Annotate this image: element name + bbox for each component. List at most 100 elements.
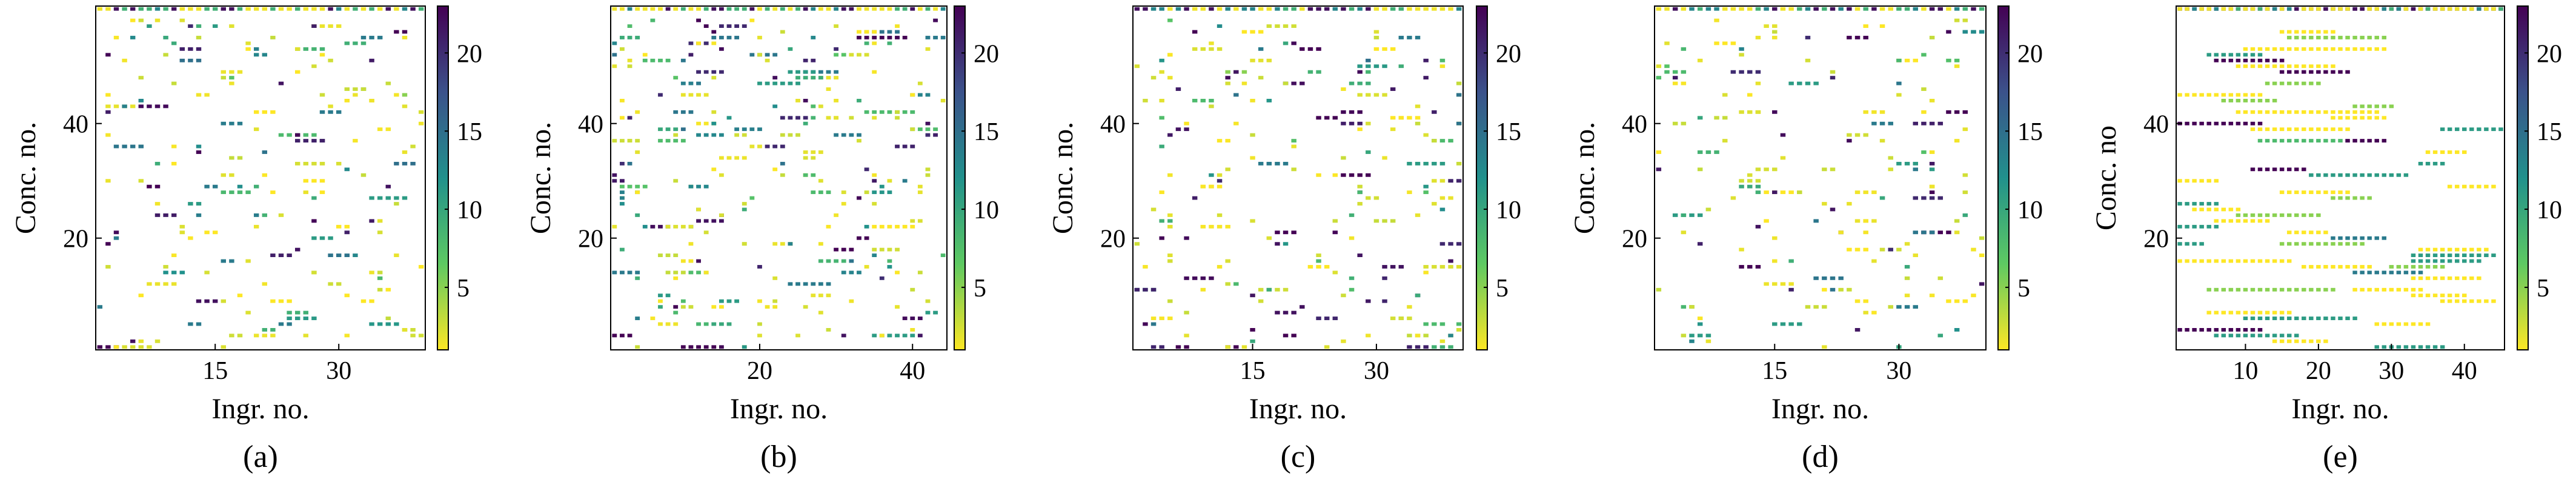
heat-cell [138,99,144,102]
heat-cell [910,328,915,332]
heat-cell [627,58,632,62]
heat-cell [2331,116,2335,120]
heat-cell [1423,190,1429,195]
heat-cell [2250,213,2256,217]
heat-cell [1805,7,1811,11]
heat-cell [2477,7,2481,11]
heat-cell [1456,7,1462,11]
heat-cell [2411,293,2416,298]
heat-cell [2440,276,2445,280]
heat-cell [872,41,877,45]
heat-cell [872,190,877,195]
heat-cell [1813,219,1819,223]
heat-cell [749,18,755,22]
heat-cell [1830,76,1836,80]
heat-cell [1349,276,1355,280]
heat-cell [2477,276,2481,280]
heat-cell [2367,47,2372,51]
heat-cell [2396,345,2402,349]
heat-cell [2411,259,2416,263]
heat-cell [1879,121,1885,126]
heat-cell [1913,121,1918,126]
heat-cell [1946,230,1951,235]
heat-cell [2250,64,2256,69]
heat-cell [336,110,342,114]
heat-cell [803,99,808,102]
heat-cell [680,110,686,114]
heat-cell [1217,173,1223,177]
heat-cell [627,7,632,11]
heat-cell [2221,333,2226,338]
heat-cell [711,70,717,74]
heat-cell [665,58,671,62]
heat-cell [887,110,892,114]
heat-cell [1349,173,1355,177]
heat-cell [138,339,144,343]
heat-cell [1423,7,1429,11]
heat-cell [2447,299,2452,303]
heat-cell [917,127,923,132]
heat-cell [1913,305,1918,309]
heat-cell [163,270,168,275]
heat-cell [680,58,686,62]
heat-cell [1871,7,1877,11]
heat-cell [353,87,358,91]
heat-cell [2411,265,2416,269]
heat-cell [1863,230,1868,235]
heat-cell [2382,36,2386,39]
heat-cell [665,322,671,326]
heat-cell [1225,70,1230,74]
heat-cell [818,70,823,74]
heat-cell [229,333,234,338]
colorbar-tick-label: 10 [2537,196,2562,224]
heat-cell [1896,93,1902,97]
heat-cell [1863,24,1868,28]
heat-cell [2389,265,2394,269]
heat-cell [1764,219,1769,223]
heat-cell [1349,287,1355,292]
heat-cell [1241,345,1247,349]
heat-cell [1192,7,1198,11]
heat-cell [1672,213,1678,217]
heat-cell [1962,299,1968,303]
heat-cell [711,305,717,309]
heat-cell [749,127,755,132]
heat-cell [278,133,284,137]
heat-cell [696,7,701,11]
heat-cell [360,173,367,177]
heat-cell [726,322,732,326]
heat-cell [1192,196,1198,200]
heat-cell [1822,287,1827,292]
heat-cell [1772,36,1778,39]
heat-cell [1697,317,1703,320]
heat-cell [818,282,823,286]
heat-cell [1357,93,1363,97]
heat-cell [1879,24,1885,28]
heat-cell [803,7,808,11]
heat-cell [311,47,317,51]
heat-cell [642,224,648,229]
heat-cell [377,276,383,280]
heat-cell [1879,110,1885,114]
heat-cell [696,133,701,137]
heat-cell [105,7,111,11]
heat-cell [2206,207,2211,212]
heat-cell [826,7,831,11]
heat-cell [902,317,908,320]
heat-cell [2214,53,2219,57]
heat-cell [344,230,350,235]
heat-cell [2425,161,2431,166]
heat-cell [1764,167,1769,172]
heat-cell [2221,259,2226,263]
heat-cell [2331,47,2335,51]
heat-cell [719,47,724,51]
heat-cell [925,173,931,177]
heat-cell [1863,219,1868,223]
heat-cell [2228,219,2234,223]
heat-cell [1962,190,1968,195]
heat-cell [872,253,877,258]
heat-cell [2316,190,2321,195]
heat-cell [1937,276,1944,280]
heat-cell [2272,127,2277,132]
heat-cell [1291,7,1296,11]
